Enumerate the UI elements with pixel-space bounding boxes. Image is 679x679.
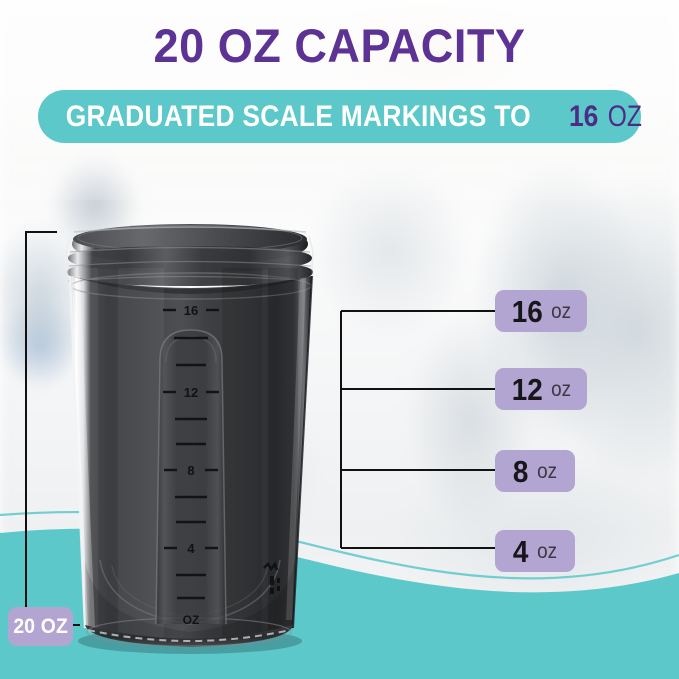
banner-prefix-text: GRADUATED SCALE MARKINGS TO [65, 99, 531, 133]
cup-embossed-marks [263, 561, 280, 594]
callout-4-unit: oz [536, 539, 557, 563]
banner-unit-text: OZ [607, 99, 642, 133]
svg-text:8: 8 [187, 463, 194, 478]
cup-thread-rings [64, 224, 314, 286]
capacity-badge-20oz: 20 OZ [8, 607, 73, 646]
callout-badge-16oz: 16 oz [495, 290, 587, 332]
svg-text:16: 16 [184, 303, 198, 318]
callout-8-number: 8 [513, 453, 529, 489]
subtitle-banner: GRADUATED SCALE MARKINGS TO 16 OZ [38, 90, 642, 143]
callout-4-number: 4 [513, 533, 529, 569]
measurement-channel [155, 329, 227, 625]
callout-badge-4oz: 4 oz [495, 530, 575, 572]
banner-number-text: 16 [569, 99, 599, 133]
callout-12-unit: oz [551, 377, 572, 401]
callout-16-unit: oz [551, 299, 572, 323]
svg-text:OZ: OZ [183, 613, 200, 627]
svg-text:4: 4 [187, 541, 195, 556]
capacity-badge-label: 20 OZ [13, 615, 68, 638]
svg-text:12: 12 [184, 385, 198, 400]
capacity-bracket-left [25, 231, 80, 626]
page-title: 20 OZ CAPACITY [153, 19, 526, 72]
callout-leader-lines [340, 310, 497, 549]
callout-16-number: 16 [511, 293, 543, 329]
scale-markings: 16 12 8 4 OZ [163, 303, 219, 627]
callout-12-number: 12 [511, 371, 543, 407]
callout-8-unit: oz [536, 459, 557, 483]
callout-badge-8oz: 8 oz [495, 450, 575, 492]
callout-badge-12oz: 12 oz [495, 368, 587, 410]
